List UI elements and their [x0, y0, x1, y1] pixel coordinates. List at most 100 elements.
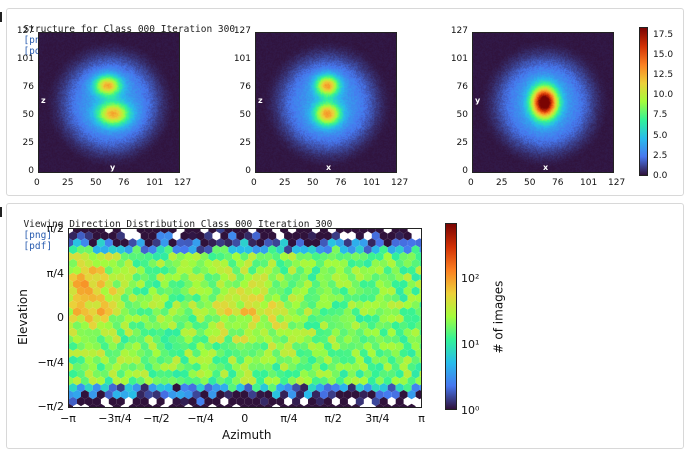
hexbin-cell [292, 383, 301, 393]
hexbin-cell [140, 369, 149, 379]
hexbin-cell [176, 265, 185, 275]
hexbin-cell [188, 286, 197, 296]
hexbin-cell [343, 265, 352, 275]
hexbin-cell [288, 348, 297, 358]
hexbin-cell [112, 279, 121, 289]
hexbin-cell [240, 307, 249, 317]
hexbin-cell [288, 321, 297, 331]
hexbin-cell [172, 327, 181, 338]
hexbin-cell [196, 396, 205, 407]
structure-pdf-link[interactable]: [pdf] [23, 46, 53, 57]
hexbin-cell [260, 396, 269, 407]
hexbin-cell [180, 396, 189, 407]
hexbin-cell [375, 265, 384, 275]
viewing-panel-marker [0, 207, 2, 217]
hexbin-cell [367, 362, 376, 372]
hexbin-cell [140, 245, 149, 255]
hexbin-cell [152, 403, 161, 407]
hexbin-cell [88, 348, 97, 358]
hexbin-cell [156, 258, 165, 269]
hexbin-cell [192, 348, 201, 358]
hexbin-cell [359, 238, 368, 248]
hexbin-cell [308, 369, 316, 379]
hexbin-cell [300, 286, 308, 296]
structure-png-link[interactable]: [png] [23, 35, 53, 46]
hexbin-cell [100, 272, 109, 282]
hexbin-cell [407, 238, 416, 248]
hexbin-cell [188, 369, 197, 379]
hexbin-cell [395, 341, 404, 351]
hexbin-cell [164, 272, 173, 282]
hexbin-cell [116, 245, 125, 255]
hexbin-cell [272, 348, 281, 358]
hexbin-cell [308, 383, 316, 393]
hexbin-cell [81, 376, 89, 386]
hexbin-cell [156, 396, 165, 407]
hexbin-cell [260, 383, 269, 393]
hexbin-cell [415, 265, 421, 275]
hexbin-cell [240, 376, 249, 386]
hexbin-cell [208, 362, 217, 372]
hexbin-cell [77, 258, 85, 269]
hexbin-cell [391, 390, 400, 400]
hexbin-cell [73, 376, 81, 386]
hexbin-cell [172, 396, 181, 407]
hexbin-cell [92, 258, 101, 269]
hexbin-cell [81, 321, 89, 331]
viewing-png-link[interactable]: [png] [23, 230, 53, 241]
hexbin-cell [196, 341, 205, 351]
hexbin-cell [327, 238, 336, 248]
hexbin-cell [375, 376, 384, 386]
hexbin-cell [224, 334, 233, 344]
hexbin-cell [216, 362, 225, 372]
hexbin-cell [288, 390, 297, 400]
hexbin-cell [395, 258, 404, 269]
hexbin-cell [164, 355, 173, 365]
hexbin-cell [312, 376, 320, 386]
plot2-xtick: 127 [391, 178, 409, 188]
hexbin-cell [124, 286, 133, 296]
hexbin-cell [77, 314, 85, 324]
hexbin-cell [304, 293, 312, 303]
hexbin-cell [335, 403, 344, 407]
hexbin-cell [363, 383, 372, 393]
hexbin-cell [276, 300, 285, 310]
hexbin-cell [300, 231, 308, 241]
hexbin-cell [415, 279, 421, 289]
hexbin-cell [335, 307, 344, 317]
hexbin-cell [339, 369, 348, 379]
hexbin-cell [144, 348, 153, 358]
hexbin-cell [112, 348, 121, 358]
hexbin-cell [335, 321, 344, 331]
hexbin-cell [180, 355, 189, 365]
hexbin-cell [128, 279, 137, 289]
hexbin-cell [77, 327, 85, 338]
hexbin-cell [379, 383, 388, 393]
hexbin-cell [276, 327, 285, 338]
hexbin-cell [84, 300, 93, 310]
hexbin-cell [248, 279, 257, 289]
hexbin-cell [92, 396, 101, 407]
viewing-xtick: −π/4 [187, 412, 214, 425]
hexbin-cell [160, 334, 169, 344]
hexbin-cell [81, 348, 89, 358]
hexbin-cell [236, 327, 245, 338]
hexbin-cell [252, 341, 261, 351]
hexbin-cell [188, 231, 197, 241]
hexbin-cell [128, 334, 137, 344]
hexbin-cell [399, 390, 408, 400]
hexbin-cell [383, 252, 392, 262]
hexbin-cell [140, 314, 149, 324]
hexbin-cell [140, 355, 149, 365]
hexbin-cell [228, 396, 237, 407]
viewing-xtick: −3π/4 [98, 412, 132, 425]
viewing-pdf-link[interactable]: [pdf] [23, 241, 53, 252]
hexbin-cell [240, 252, 249, 262]
hexbin-cell [81, 279, 89, 289]
hexbin-cell [208, 334, 217, 344]
hexbin-cell [204, 300, 213, 310]
hexbin-cell [391, 321, 400, 331]
hexbin-cell [355, 314, 364, 324]
hexbin-cell [296, 307, 304, 317]
hexbin-cell [204, 245, 213, 255]
